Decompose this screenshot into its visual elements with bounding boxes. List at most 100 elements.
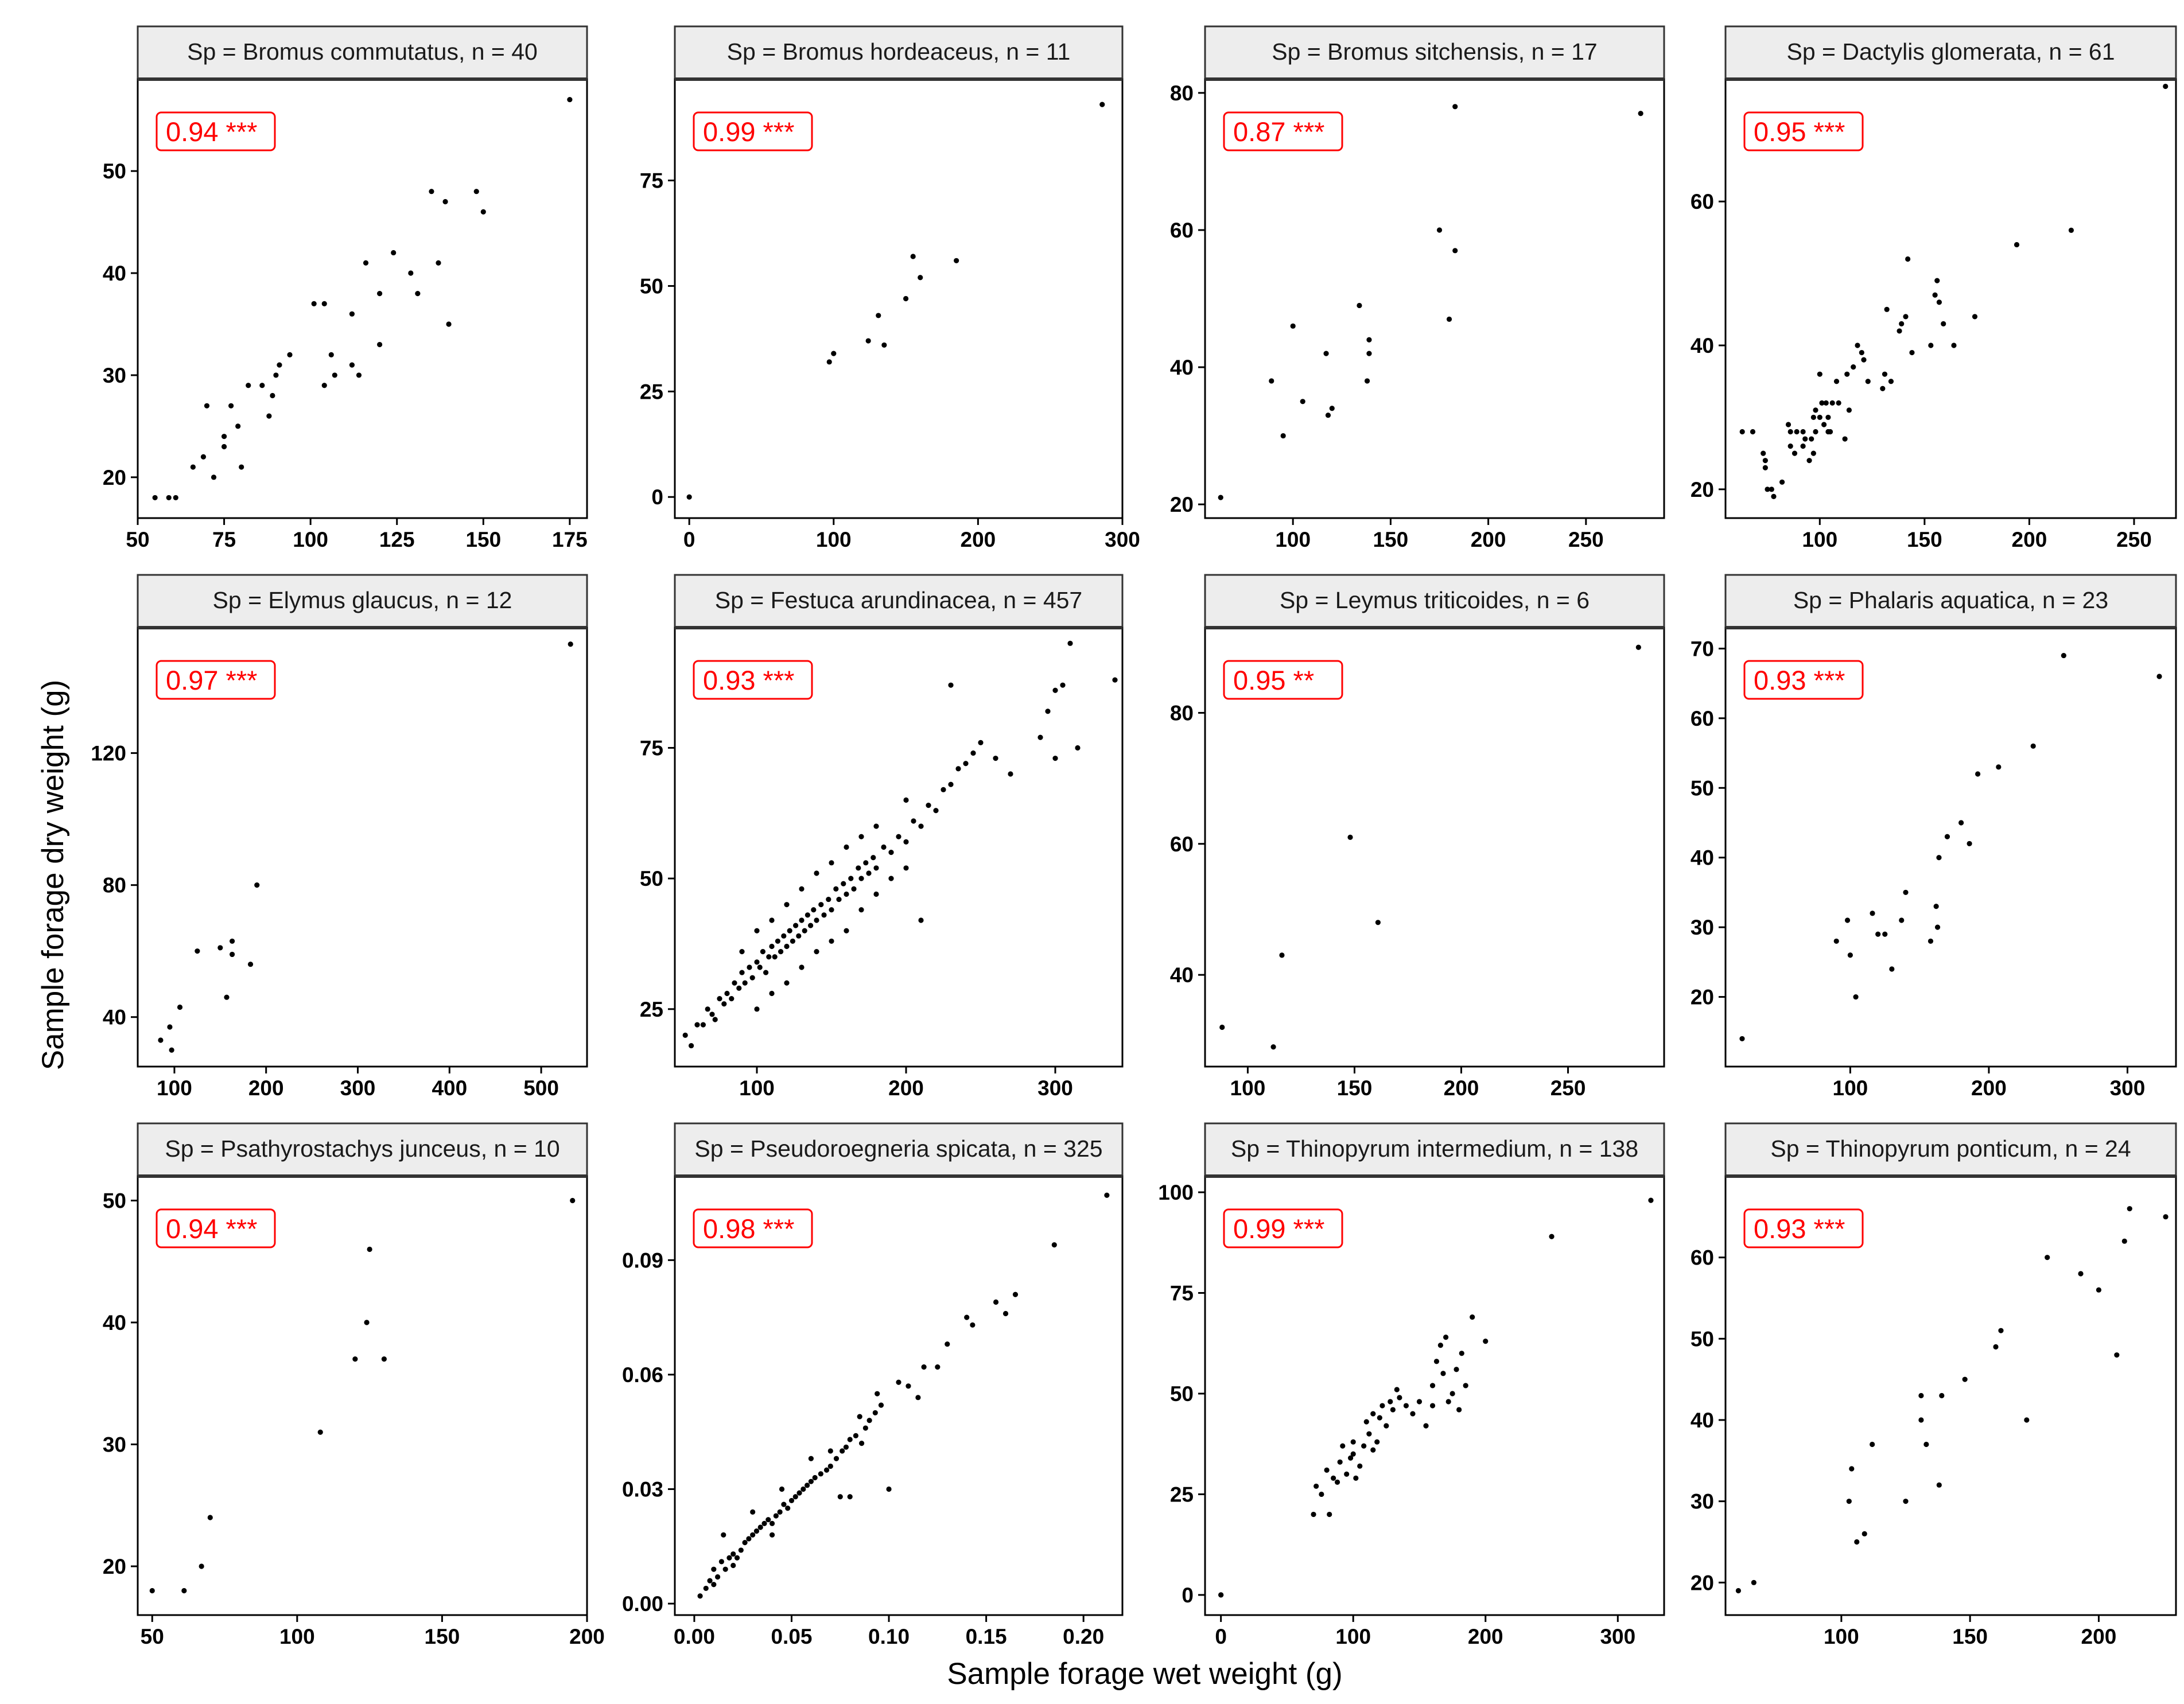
data-point bbox=[1329, 406, 1335, 411]
facet-title: Sp = Psathyrostachys junceus, n = 10 bbox=[165, 1135, 559, 1162]
data-point bbox=[1390, 1407, 1396, 1413]
x-tick-label: 300 bbox=[1105, 528, 1140, 551]
data-point bbox=[1762, 458, 1768, 464]
x-tick-label: 100 bbox=[1824, 1625, 1859, 1648]
data-point bbox=[1377, 1415, 1382, 1421]
data-point bbox=[1347, 834, 1353, 840]
correlation-badge bbox=[156, 111, 276, 151]
y-axis-title: Sample forage dry weight (g) bbox=[36, 680, 70, 1071]
data-point bbox=[765, 1517, 771, 1523]
data-point bbox=[873, 865, 879, 871]
data-point bbox=[749, 975, 755, 981]
data-point bbox=[726, 1555, 732, 1561]
data-point bbox=[1846, 407, 1852, 413]
data-point bbox=[1918, 1417, 1924, 1423]
data-point bbox=[840, 1448, 845, 1454]
data-point bbox=[1067, 640, 1073, 646]
data-point bbox=[1375, 920, 1381, 925]
data-point bbox=[1751, 1579, 1756, 1585]
data-point bbox=[757, 964, 763, 970]
data-point bbox=[480, 209, 486, 215]
data-point bbox=[1324, 1467, 1330, 1473]
data-point bbox=[682, 1032, 688, 1038]
data-point bbox=[742, 1540, 748, 1546]
data-point bbox=[800, 1486, 806, 1492]
data-point bbox=[1452, 104, 1458, 110]
x-tick-label: 0.20 bbox=[1063, 1625, 1104, 1648]
data-point bbox=[1933, 904, 1939, 909]
data-point bbox=[1962, 1376, 1968, 1382]
facet-strip bbox=[1724, 25, 2177, 80]
data-point bbox=[769, 990, 775, 997]
data-point bbox=[1218, 495, 1223, 500]
data-point bbox=[773, 1513, 779, 1519]
plot-area bbox=[1724, 627, 2177, 1068]
data-point bbox=[1903, 1499, 1909, 1504]
facet-panel: Sp = Bromus sitchensis, n = 17 100 150 200 2… bbox=[1170, 25, 1665, 551]
data-point bbox=[158, 1037, 164, 1043]
data-point bbox=[1052, 756, 1058, 761]
data-point bbox=[818, 902, 824, 908]
data-point bbox=[945, 1341, 950, 1347]
y-tick-label: 40 bbox=[103, 1006, 126, 1029]
data-point bbox=[190, 464, 196, 470]
data-point bbox=[784, 902, 790, 908]
data-point bbox=[993, 1299, 999, 1305]
x-axis-title: Sample forage wet weight (g) bbox=[947, 1657, 1342, 1691]
x-tick-label: 0.00 bbox=[674, 1625, 715, 1648]
y-tick-label: 40 bbox=[1691, 1409, 1714, 1432]
y-tick-label: 70 bbox=[1691, 637, 1714, 660]
data-point bbox=[935, 1364, 941, 1370]
data-point bbox=[896, 1379, 901, 1385]
data-point bbox=[1370, 1447, 1376, 1453]
x-tick-label: 200 bbox=[888, 1076, 924, 1100]
facet-title: Sp = Elymus glaucus, n = 12 bbox=[213, 587, 512, 613]
facet-strip bbox=[674, 574, 1124, 629]
data-point bbox=[1833, 379, 1840, 384]
data-point bbox=[1218, 1592, 1224, 1598]
x-tick-label: 200 bbox=[2012, 528, 2047, 551]
data-point bbox=[781, 1501, 787, 1507]
data-point bbox=[754, 1006, 760, 1012]
data-point bbox=[888, 876, 894, 881]
data-point bbox=[332, 372, 337, 378]
data-point bbox=[1436, 227, 1443, 233]
data-point bbox=[429, 189, 434, 194]
data-point bbox=[1739, 1036, 1745, 1042]
data-point bbox=[1334, 1479, 1340, 1485]
y-tick-label: 0.09 bbox=[622, 1248, 663, 1272]
data-point bbox=[724, 990, 730, 997]
data-point bbox=[689, 1042, 694, 1049]
data-point bbox=[836, 896, 842, 902]
data-point bbox=[246, 383, 251, 388]
data-point bbox=[711, 1582, 717, 1588]
data-point bbox=[2045, 1255, 2050, 1261]
data-point bbox=[769, 1532, 775, 1538]
facet-title: Sp = Phalaris aquatica, n = 23 bbox=[1793, 587, 2108, 613]
data-point bbox=[1327, 1511, 1332, 1518]
data-point bbox=[1037, 734, 1043, 740]
data-point bbox=[1363, 1419, 1369, 1425]
data-point bbox=[2030, 743, 2036, 749]
data-point bbox=[1923, 1441, 1929, 1448]
data-point bbox=[1366, 351, 1372, 356]
x-tick-label: 200 bbox=[1444, 1076, 1479, 1100]
data-point bbox=[1944, 834, 1950, 839]
data-point bbox=[1270, 1044, 1276, 1050]
facet-title: Sp = Thinopyrum intermedium, n = 138 bbox=[1231, 1135, 1638, 1162]
data-point bbox=[826, 896, 831, 902]
data-point bbox=[863, 860, 869, 866]
data-point bbox=[367, 1246, 372, 1252]
data-point bbox=[948, 682, 954, 688]
data-point bbox=[408, 270, 414, 276]
data-point bbox=[802, 928, 807, 933]
data-point bbox=[1219, 1024, 1225, 1030]
data-point bbox=[970, 1322, 976, 1328]
data-point bbox=[229, 951, 235, 958]
plot-area bbox=[674, 78, 1124, 519]
y-tick-label: 20 bbox=[1170, 493, 1194, 516]
data-point bbox=[1350, 1439, 1356, 1445]
x-tick-label: 100 bbox=[816, 528, 852, 551]
plot-area bbox=[137, 627, 588, 1068]
x-tick-label: 200 bbox=[1971, 1076, 2007, 1100]
